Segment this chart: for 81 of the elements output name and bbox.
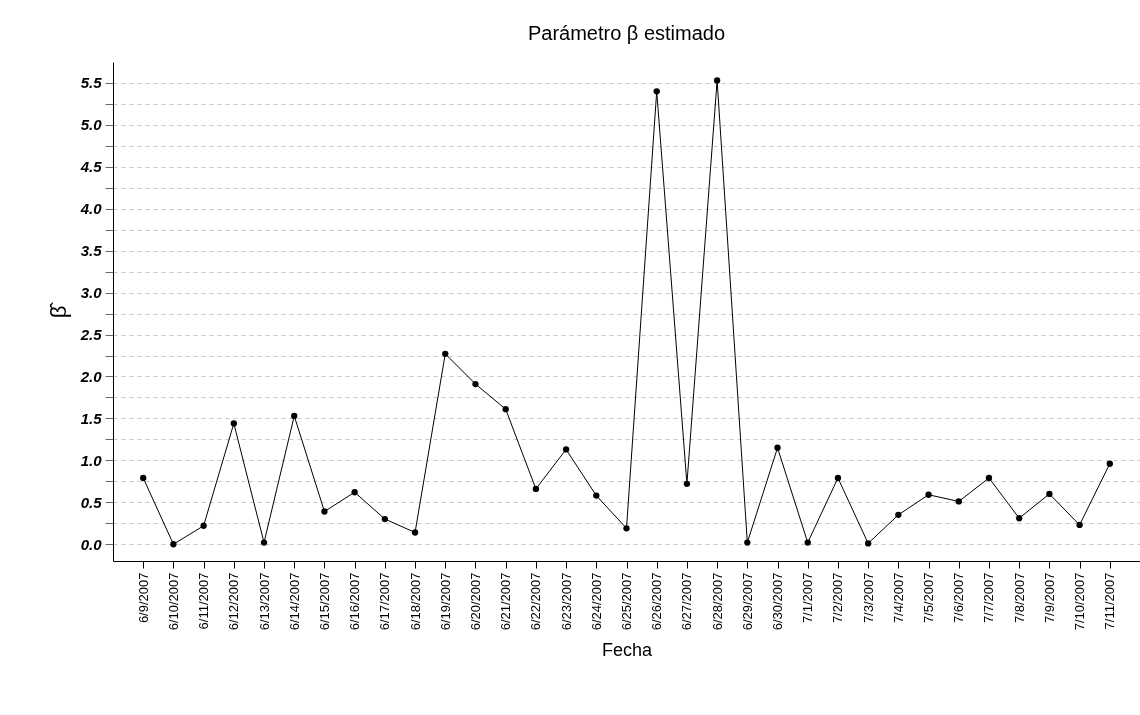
x-tick-label: 6/20/2007 <box>467 572 483 631</box>
point <box>955 498 962 505</box>
point <box>985 474 993 482</box>
x-tick-label: 6/12/2007 <box>226 572 242 631</box>
x-tick-label: 6/24/2007 <box>588 572 604 631</box>
x-tick-label: 6/16/2007 <box>347 572 363 631</box>
y-tick-label: 2.0 <box>79 368 103 385</box>
point <box>351 489 358 496</box>
x-tick-label: 6/21/2007 <box>498 572 514 631</box>
x-tick-label: 6/18/2007 <box>407 572 423 631</box>
y-tick-label: 1.0 <box>80 451 103 469</box>
point <box>411 529 419 536</box>
y-tick-label: 4.0 <box>79 200 103 218</box>
point <box>683 480 691 487</box>
x-axis-title: Fecha <box>601 640 653 661</box>
point <box>593 492 600 499</box>
point <box>1046 490 1053 498</box>
x-tick-label: 7/2/2007 <box>830 572 846 624</box>
y-tick-label: 0.0 <box>80 535 103 553</box>
point <box>170 541 177 548</box>
y-tick-label: 0.5 <box>80 493 103 511</box>
point <box>472 380 479 388</box>
x-tick-label: 6/15/2007 <box>316 572 332 631</box>
chart-title: Parámetro β estimado <box>527 22 726 44</box>
point <box>653 88 660 95</box>
x-tick-label: 6/27/2007 <box>679 572 695 631</box>
y-tick-label: 4.5 <box>79 158 103 176</box>
point <box>744 539 751 546</box>
y-tick-label: 3.5 <box>80 242 103 260</box>
x-tick-label: 6/10/2007 <box>165 572 181 631</box>
point <box>230 420 237 427</box>
x-tick-label: 6/9/2007 <box>135 572 151 624</box>
x-tick-label: 7/5/2007 <box>921 572 937 624</box>
x-tick-label: 7/11/2007 <box>1102 572 1118 630</box>
point <box>381 515 389 523</box>
point <box>623 525 630 532</box>
x-tick-label: 7/10/2007 <box>1072 572 1088 631</box>
x-tick-label: 7/4/2007 <box>890 572 906 624</box>
x-tick-label: 7/6/2007 <box>951 572 967 624</box>
x-tick-label: 7/1/2007 <box>800 572 816 624</box>
y-tick-label: 3.0 <box>80 284 103 302</box>
x-tick-label: 6/19/2007 <box>437 572 453 631</box>
point <box>804 539 811 546</box>
x-tick-label: 6/29/2007 <box>739 572 755 631</box>
point <box>864 540 872 547</box>
y-axis-title: β̂ <box>45 301 71 319</box>
x-tick-label: 6/23/2007 <box>558 572 574 631</box>
x-tick-label: 7/9/2007 <box>1041 572 1057 624</box>
x-tick-label: 6/17/2007 <box>377 572 393 631</box>
point <box>713 77 721 84</box>
y-tick-label: 5.0 <box>80 116 103 134</box>
y-tick-label: 1.5 <box>80 409 103 427</box>
x-tick-label: 6/28/2007 <box>709 572 725 631</box>
point <box>834 474 842 482</box>
x-tick-label: 6/26/2007 <box>649 572 665 631</box>
point <box>321 508 328 515</box>
point <box>140 474 147 482</box>
x-tick-label: 6/25/2007 <box>619 572 634 631</box>
y-tick-label: 2.5 <box>79 326 103 344</box>
point <box>774 444 781 451</box>
x-tick-label: 6/11/2007 <box>196 572 212 630</box>
point <box>1076 521 1083 529</box>
x-tick-label: 6/14/2007 <box>286 572 302 631</box>
x-tick-label: 6/30/2007 <box>770 572 786 631</box>
point <box>502 406 509 413</box>
x-tick-label: 7/3/2007 <box>860 572 876 624</box>
point <box>532 485 540 493</box>
y-tick-label: 5.5 <box>80 74 103 92</box>
point <box>1106 460 1113 467</box>
point <box>442 350 449 358</box>
point <box>895 511 902 519</box>
point <box>562 446 570 453</box>
point <box>925 491 932 498</box>
point <box>291 412 298 420</box>
point <box>260 539 268 546</box>
x-tick-label: 6/13/2007 <box>256 572 272 631</box>
point <box>1016 515 1023 522</box>
x-tick-label: 7/7/2007 <box>981 572 997 624</box>
point <box>200 522 207 529</box>
x-tick-label: 6/22/2007 <box>528 572 544 631</box>
x-tick-label: 7/8/2007 <box>1011 572 1027 624</box>
